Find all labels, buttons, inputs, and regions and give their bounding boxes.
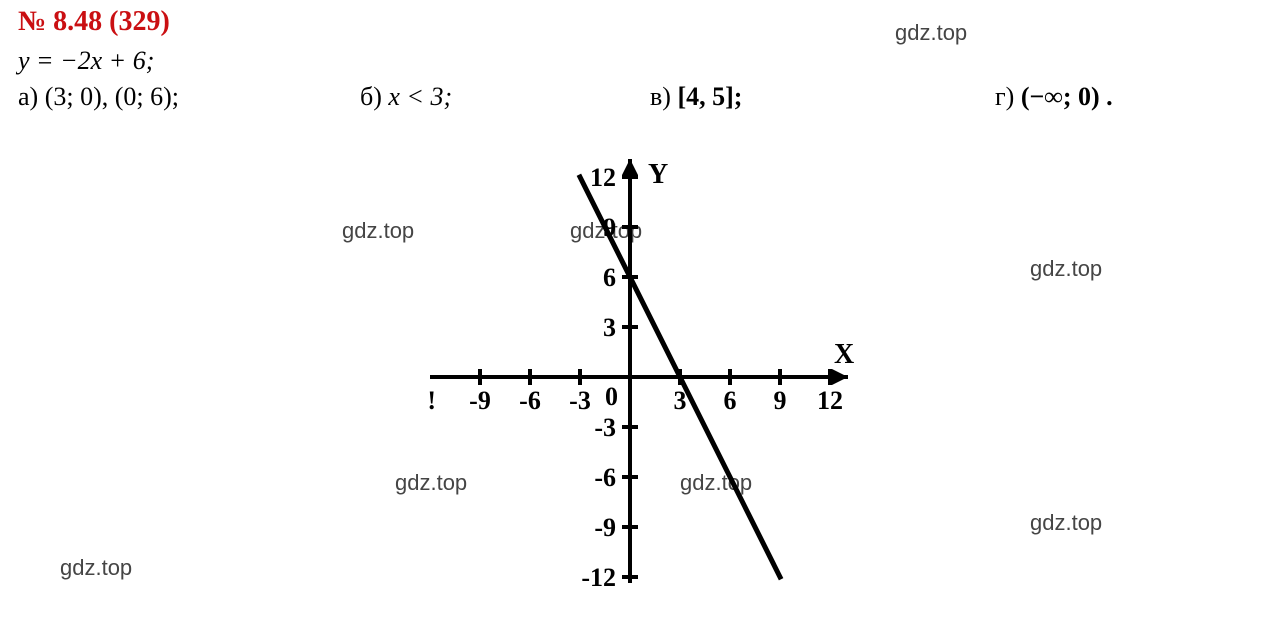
svg-text:6: 6 bbox=[603, 263, 616, 292]
svg-text:9: 9 bbox=[774, 386, 787, 415]
answer-a-label: а) bbox=[18, 82, 38, 111]
svg-text:-9: -9 bbox=[469, 386, 491, 415]
svg-text:0: 0 bbox=[605, 382, 618, 411]
answer-a-text: (3; 0), (0; 6); bbox=[45, 82, 179, 111]
svg-text:Y: Y bbox=[648, 159, 668, 190]
problem-number: № 8.48 (329) bbox=[18, 6, 170, 38]
chart: -9-6-336912-12-9-6-3369120YX! bbox=[395, 130, 875, 624]
svg-text:-3: -3 bbox=[594, 413, 616, 442]
answer-c-text: [4, 5]; bbox=[677, 82, 742, 111]
svg-text:12: 12 bbox=[590, 163, 616, 192]
answer-d-label: г) bbox=[995, 82, 1014, 111]
svg-text:-9: -9 bbox=[594, 513, 616, 542]
watermark: gdz.top bbox=[895, 20, 967, 46]
answer-c-label: в) bbox=[650, 82, 671, 111]
svg-text:12: 12 bbox=[817, 386, 843, 415]
watermark: gdz.top bbox=[1030, 510, 1102, 536]
svg-text:3: 3 bbox=[603, 313, 616, 342]
svg-text:X: X bbox=[834, 339, 854, 370]
svg-text:6: 6 bbox=[724, 386, 737, 415]
answer-d-text: (−∞; 0) . bbox=[1021, 82, 1113, 111]
answer-b-label: б) bbox=[360, 82, 382, 111]
svg-text:-6: -6 bbox=[594, 463, 616, 492]
svg-text:-3: -3 bbox=[569, 386, 591, 415]
watermark: gdz.top bbox=[1030, 256, 1102, 282]
watermark: gdz.top bbox=[60, 555, 132, 581]
svg-text:!: ! bbox=[427, 386, 436, 415]
svg-text:-6: -6 bbox=[519, 386, 541, 415]
equation: y = −2x + 6; bbox=[18, 46, 154, 76]
svg-text:-12: -12 bbox=[581, 563, 616, 592]
answer-b-text: x < 3; bbox=[388, 82, 452, 111]
